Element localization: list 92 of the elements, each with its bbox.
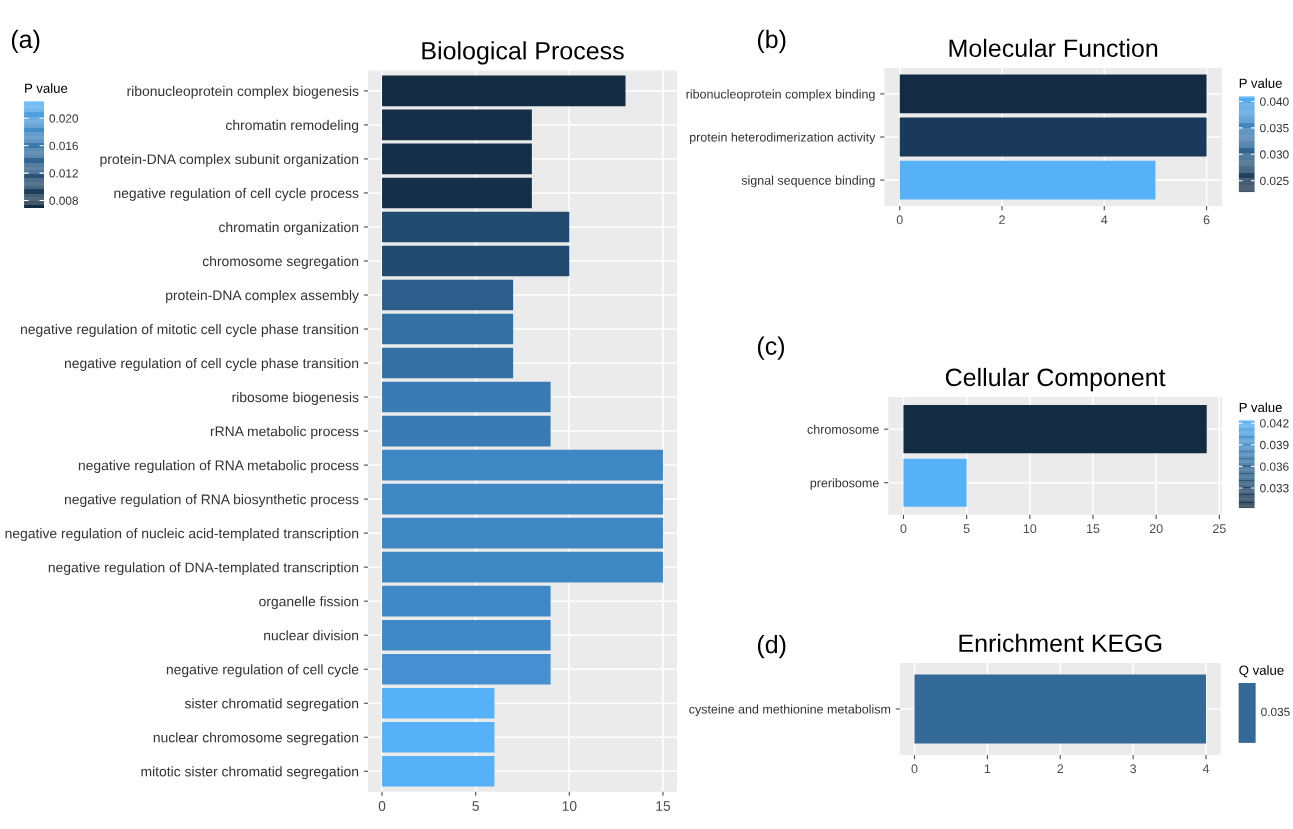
x-tick-label: 0 xyxy=(896,215,903,225)
color-bar-title: Q value xyxy=(1239,665,1284,678)
chart-title: Enrichment KEGG xyxy=(959,633,1162,653)
bar xyxy=(382,347,514,379)
y-tick-label: negative regulation of cell cycle process xyxy=(114,187,359,201)
bar xyxy=(382,687,495,719)
y-tick-label: ribonucleoprotein complex binding xyxy=(686,89,875,101)
x-tick-label: 0 xyxy=(911,764,918,774)
y-tick-label: rRNA metabolic process xyxy=(210,426,359,439)
color-bar-title: P value xyxy=(25,83,68,93)
bar xyxy=(382,619,551,651)
y-tick-label: negative regulation of nucleic acid-templated transcription xyxy=(5,528,359,542)
x-tick-label: 5 xyxy=(963,524,970,534)
y-tick-label: chromatin organization xyxy=(219,221,359,235)
x-tick-label: 6 xyxy=(1203,215,1210,225)
x-tick-label: 0 xyxy=(378,801,386,811)
color-bar-label: 0.036 xyxy=(1260,462,1289,471)
x-tick-label: 1 xyxy=(984,764,991,774)
bar xyxy=(382,75,626,107)
y-tick-label: ribosome biogenesis xyxy=(232,392,359,405)
color-bar-label: 0.035 xyxy=(1260,123,1289,133)
x-tick-label: 0 xyxy=(900,524,907,534)
x-tick-label: 4 xyxy=(1202,764,1210,774)
y-tick-label: organelle fission xyxy=(259,596,359,610)
text: (a) xyxy=(11,29,40,54)
y-tick-label: ribonucleoprotein complex biogenesis xyxy=(127,85,359,99)
y-tick-label: nuclear chromosome segregation xyxy=(153,732,359,746)
y-tick-label: signal sequence binding xyxy=(741,175,875,188)
y-tick-label: sister chromatid segregation xyxy=(184,698,359,712)
y-tick-label: protein heterodimerization activity xyxy=(690,132,876,145)
y-tick-label: preribosome xyxy=(810,478,879,490)
bar xyxy=(382,551,663,583)
bar xyxy=(382,143,532,175)
text: (d) xyxy=(757,634,786,659)
color-bar-label: 0.020 xyxy=(49,114,79,123)
chart-title: Molecular Function xyxy=(949,38,1158,58)
x-tick-label: 3 xyxy=(1130,764,1137,774)
bar xyxy=(382,585,551,617)
y-tick-label: chromosome xyxy=(807,424,879,434)
x-tick-label: 25 xyxy=(1213,524,1226,534)
y-tick-label: chromosome segregation xyxy=(202,255,359,269)
bar xyxy=(382,721,495,753)
color-bar-title: P value xyxy=(1239,402,1282,413)
color-bar-label: 0.012 xyxy=(49,169,78,178)
x-tick-label: 2 xyxy=(1057,764,1064,774)
bar xyxy=(382,245,570,277)
x-tick-label: 15 xyxy=(656,801,671,811)
bar xyxy=(382,279,514,311)
x-tick-label: 2 xyxy=(999,215,1005,225)
x-tick-label: 10 xyxy=(1023,524,1037,534)
x-tick-label: 20 xyxy=(1149,524,1163,534)
bar xyxy=(382,313,514,345)
bar xyxy=(382,449,663,481)
bar xyxy=(382,177,532,209)
color-bar-label: 0.025 xyxy=(1260,176,1289,186)
y-tick-label: protein-DNA complex subunit organization xyxy=(100,153,359,167)
chart-title: Biological Process xyxy=(422,41,624,65)
color-bar-label: 0.008 xyxy=(49,196,78,205)
color-bar-label: 0.016 xyxy=(49,141,78,151)
bar xyxy=(382,415,551,447)
y-tick-label: negative regulation of RNA metabolic process xyxy=(78,460,359,474)
bar xyxy=(382,483,663,515)
color-bar-label: 0.030 xyxy=(1260,150,1289,159)
y-tick-label: negative regulation of cell cycle xyxy=(166,664,359,678)
y-tick-label: negative regulation of RNA biosynthetic process xyxy=(64,494,359,508)
x-tick-label: 4 xyxy=(1101,215,1108,225)
y-tick-label: chromatin remodeling xyxy=(226,119,359,133)
text: (c) xyxy=(757,336,784,360)
y-tick-label: nuclear division xyxy=(264,630,359,641)
color-bar-title: P value xyxy=(1239,78,1282,88)
x-tick-label: 10 xyxy=(562,801,577,811)
text: (b) xyxy=(757,29,786,54)
bar xyxy=(382,517,663,549)
y-tick-label: negative regulation of cell cycle phase transition xyxy=(64,358,359,371)
bar xyxy=(382,211,570,243)
color-bar-label: 0.040 xyxy=(1260,97,1289,106)
y-tick-label: cysteine and methionine metabolism xyxy=(689,704,891,717)
chart-title: Cellular Component xyxy=(945,367,1166,392)
bar xyxy=(382,653,551,685)
bar xyxy=(382,755,495,787)
y-tick-label: negative regulation of DNA-templated transcription xyxy=(48,562,359,576)
bar xyxy=(382,381,551,413)
bar xyxy=(382,109,532,141)
x-tick-label: 15 xyxy=(1087,524,1100,534)
color-bar-label: 0.042 xyxy=(1260,419,1289,428)
color-bar-label: 0.033 xyxy=(1260,484,1289,493)
text: 0.035 xyxy=(1261,707,1290,717)
y-tick-label: negative regulation of mitotic cell cycle phase transition xyxy=(20,323,359,337)
y-tick-label: mitotic sister chromatid segregation xyxy=(141,766,359,780)
y-tick-label: protein-DNA complex assembly xyxy=(166,289,359,303)
color-bar-label: 0.039 xyxy=(1260,440,1289,450)
x-tick-label: 5 xyxy=(472,801,479,811)
